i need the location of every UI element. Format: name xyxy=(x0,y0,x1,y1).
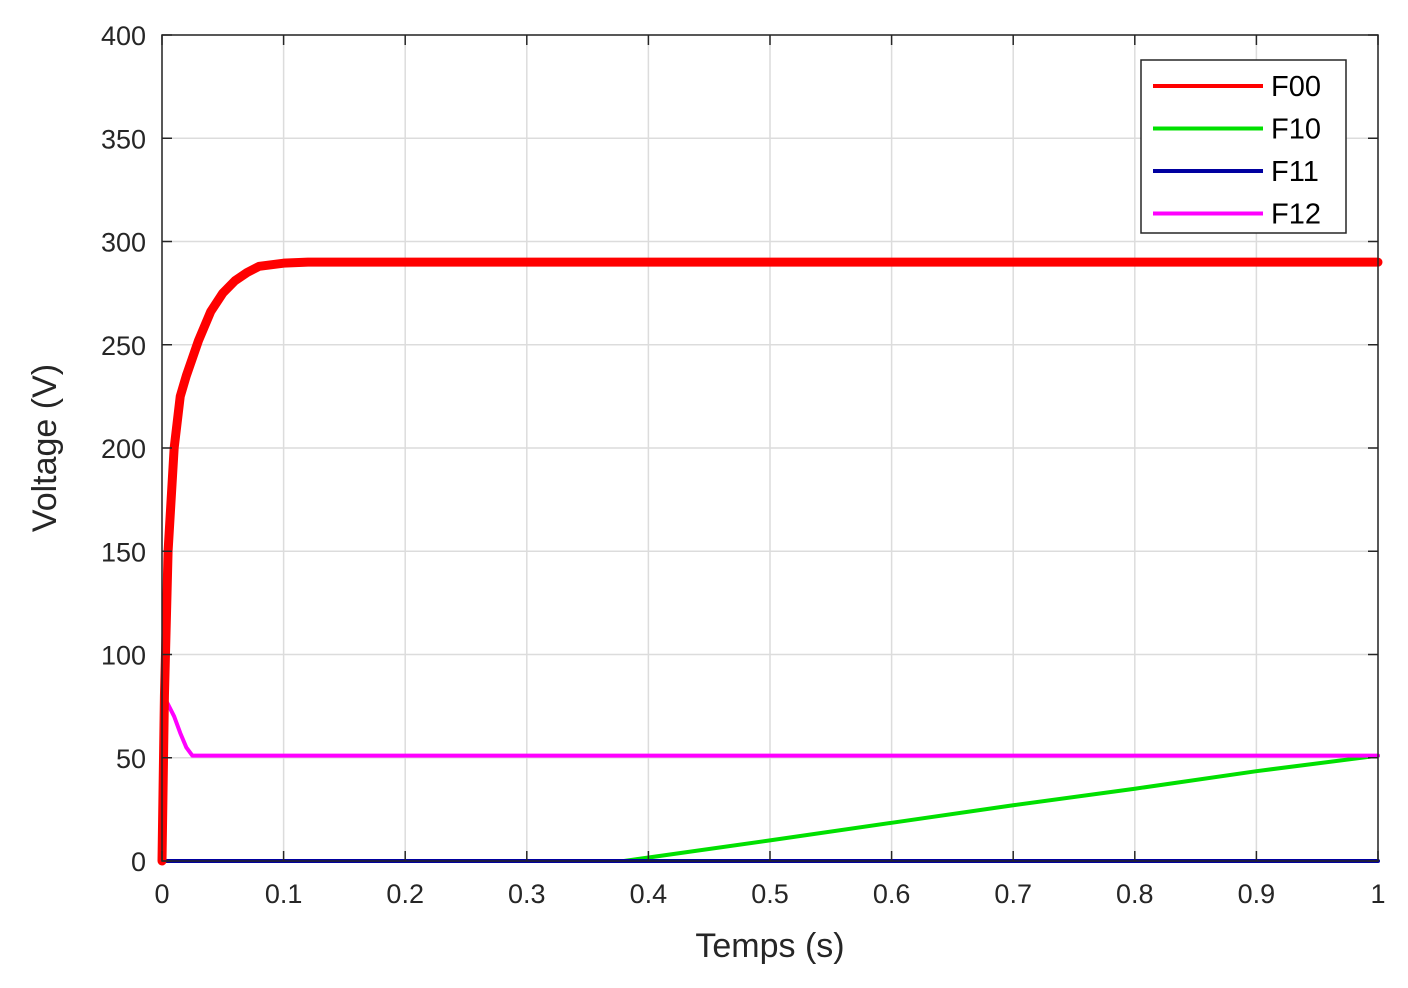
legend-label-f11: F11 xyxy=(1271,156,1319,188)
x-axis-label: Temps (s) xyxy=(695,927,844,965)
y-tick-label: 300 xyxy=(101,228,146,258)
y-tick-label: 100 xyxy=(101,641,146,671)
x-tick-label: 1 xyxy=(1370,879,1385,909)
x-tick-label: 0.9 xyxy=(1238,879,1276,909)
legend: F00 F10 F11 F12 xyxy=(1140,59,1347,234)
y-axis-label: Voltage (V) xyxy=(26,364,64,532)
x-tick-label: 0.2 xyxy=(386,879,424,909)
x-tick-label: 0.7 xyxy=(994,879,1032,909)
y-tick-labels: 0 50 100 150 200 250 300 350 400 xyxy=(101,21,146,877)
x-tick-label: 0.5 xyxy=(751,879,789,909)
legend-box xyxy=(1140,59,1347,234)
x-tick-label: 0.3 xyxy=(508,879,546,909)
y-tick-label: 150 xyxy=(101,537,146,567)
y-tick-label: 50 xyxy=(116,744,146,774)
x-tick-label: 0.8 xyxy=(1116,879,1154,909)
y-tick-label: 0 xyxy=(131,847,146,877)
legend-label-f10: F10 xyxy=(1271,114,1321,146)
x-tick-labels: 0 0.1 0.2 0.3 0.4 0.5 0.6 0.7 0.8 0.9 1 xyxy=(154,879,1385,909)
x-tick-label: 0.4 xyxy=(630,879,668,909)
axis-ticks xyxy=(161,34,1379,862)
y-tick-label: 400 xyxy=(101,21,146,51)
legend-label-f00: F00 xyxy=(1271,71,1321,103)
series-line-f00 xyxy=(157,257,1383,866)
x-tick-label: 0 xyxy=(154,879,169,909)
x-tick-label: 0.6 xyxy=(873,879,911,909)
y-tick-label: 200 xyxy=(101,434,146,464)
y-tick-label: 250 xyxy=(101,331,146,361)
legend-label-f12: F12 xyxy=(1271,199,1321,231)
x-tick-label: 0.1 xyxy=(265,879,303,909)
y-tick-label: 350 xyxy=(101,124,146,154)
